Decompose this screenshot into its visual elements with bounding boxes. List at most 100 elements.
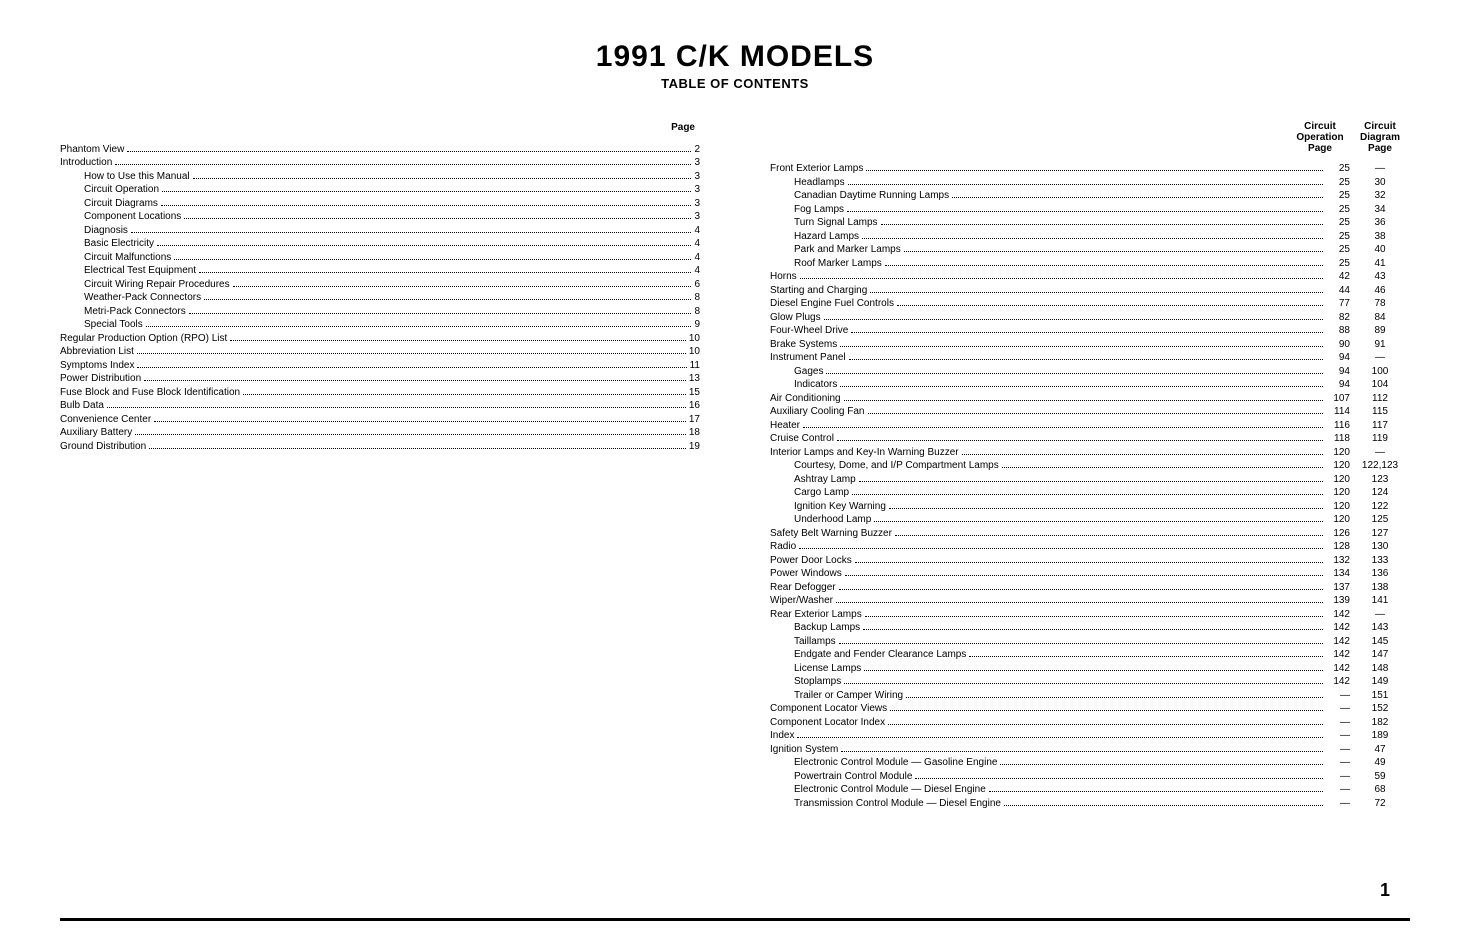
toc-op-page: 120: [1326, 500, 1350, 514]
toc-page: 3: [694, 170, 700, 184]
toc-op-page: —: [1326, 797, 1350, 811]
page-number: 1: [1380, 880, 1390, 901]
toc-op-page: 142: [1326, 675, 1350, 689]
toc-entry: Turn Signal Lamps2536: [770, 216, 1410, 230]
toc-op-page: —: [1326, 756, 1350, 770]
toc-op-page: 142: [1326, 621, 1350, 635]
toc-diag-page: 112: [1350, 392, 1410, 406]
toc-diag-page: 130: [1350, 540, 1410, 554]
toc-diag-page: 189: [1350, 729, 1410, 743]
toc-diag-page: 41: [1350, 257, 1410, 271]
toc-label: Phantom View: [60, 143, 124, 157]
toc-label: Brake Systems: [770, 338, 837, 352]
toc-page: 4: [694, 264, 700, 278]
toc-op-page: 114: [1326, 405, 1350, 419]
toc-entry: Starting and Charging4446: [770, 284, 1410, 298]
toc-label: Component Locations: [84, 210, 181, 224]
toc-op-page: 82: [1326, 311, 1350, 325]
toc-op-page: 25: [1326, 162, 1350, 176]
toc-label: Radio: [770, 540, 796, 554]
toc-label: Metri-Pack Connectors: [84, 305, 186, 319]
toc-op-page: —: [1326, 689, 1350, 703]
toc-entry: Underhood Lamp120125: [770, 513, 1410, 527]
page-subtitle: TABLE OF CONTENTS: [60, 76, 1410, 91]
toc-entry: Diagnosis4: [60, 224, 700, 238]
toc-op-page: 120: [1326, 473, 1350, 487]
toc-page: 10: [689, 345, 700, 359]
header-operation: Circuit Operation Page: [1290, 121, 1350, 154]
toc-diag-page: 38: [1350, 230, 1410, 244]
toc-entry: Fog Lamps2534: [770, 203, 1410, 217]
toc-diag-page: 148: [1350, 662, 1410, 676]
toc-label: Electronic Control Module — Gasoline Eng…: [794, 756, 997, 770]
toc-label: Electronic Control Module — Diesel Engin…: [794, 783, 986, 797]
toc-entry: Bulb Data16: [60, 399, 700, 413]
toc-entry: Diesel Engine Fuel Controls7778: [770, 297, 1410, 311]
toc-op-page: —: [1326, 783, 1350, 797]
toc-label: Diagnosis: [84, 224, 128, 238]
toc-op-page: 142: [1326, 648, 1350, 662]
toc-entry: Weather-Pack Connectors8: [60, 291, 700, 305]
toc-op-page: —: [1326, 729, 1350, 743]
toc-entry: Cargo Lamp120124: [770, 486, 1410, 500]
toc-label: Convenience Center: [60, 413, 151, 427]
toc-op-page: 132: [1326, 554, 1350, 568]
toc-label: Wiper/Washer: [770, 594, 833, 608]
toc-label: Ashtray Lamp: [794, 473, 856, 487]
toc-diag-page: 152: [1350, 702, 1410, 716]
toc-label: Auxiliary Battery: [60, 426, 132, 440]
toc-label: Heater: [770, 419, 800, 433]
toc-label: Ignition System: [770, 743, 838, 757]
toc-label: Fog Lamps: [794, 203, 844, 217]
toc-entry: Four-Wheel Drive8889: [770, 324, 1410, 338]
toc-label: Rear Defogger: [770, 581, 836, 595]
toc-label: Interior Lamps and Key-In Warning Buzzer: [770, 446, 959, 460]
toc-label: Fuse Block and Fuse Block Identification: [60, 386, 240, 400]
toc-entry: Auxiliary Battery18: [60, 426, 700, 440]
toc-label: Trailer or Camper Wiring: [794, 689, 903, 703]
document-page: 1991 C/K MODELS TABLE OF CONTENTS Page P…: [0, 0, 1470, 951]
toc-diag-page: 84: [1350, 311, 1410, 325]
toc-label: Courtesy, Dome, and I/P Compartment Lamp…: [794, 459, 999, 473]
toc-label: Powertrain Control Module: [794, 770, 912, 784]
toc-page: 3: [694, 197, 700, 211]
toc-page: 13: [689, 372, 700, 386]
toc-label: Auxiliary Cooling Fan: [770, 405, 865, 419]
toc-entry: Power Windows134136: [770, 567, 1410, 581]
toc-page: 15: [689, 386, 700, 400]
toc-label: Transmission Control Module — Diesel Eng…: [794, 797, 1001, 811]
toc-op-page: 134: [1326, 567, 1350, 581]
toc-entry: Taillamps142145: [770, 635, 1410, 649]
toc-op-page: 120: [1326, 459, 1350, 473]
toc-label: Underhood Lamp: [794, 513, 871, 527]
toc-op-page: 44: [1326, 284, 1350, 298]
toc-entry: Convenience Center17: [60, 413, 700, 427]
toc-page: 3: [694, 210, 700, 224]
toc-diag-page: 43: [1350, 270, 1410, 284]
toc-entry: Front Exterior Lamps25—: [770, 162, 1410, 176]
toc-diag-page: —: [1350, 351, 1410, 365]
toc-diag-page: —: [1350, 162, 1410, 176]
toc-label: Stoplamps: [794, 675, 841, 689]
toc-entry: Electronic Control Module — Gasoline Eng…: [770, 756, 1410, 770]
toc-op-page: 116: [1326, 419, 1350, 433]
toc-entry: Phantom View2: [60, 143, 700, 157]
left-page-header: Page: [60, 121, 700, 135]
toc-label: Starting and Charging: [770, 284, 867, 298]
toc-op-page: 107: [1326, 392, 1350, 406]
toc-diag-page: 30: [1350, 176, 1410, 190]
toc-op-page: 128: [1326, 540, 1350, 554]
toc-entry: Instrument Panel94—: [770, 351, 1410, 365]
toc-page: 3: [694, 156, 700, 170]
toc-page: 4: [694, 237, 700, 251]
toc-label: Regular Production Option (RPO) List: [60, 332, 227, 346]
toc-diag-page: 147: [1350, 648, 1410, 662]
toc-label: Component Locator Views: [770, 702, 887, 716]
toc-diag-page: 36: [1350, 216, 1410, 230]
toc-entry: Stoplamps142149: [770, 675, 1410, 689]
toc-entry: Heater116117: [770, 419, 1410, 433]
toc-entry: Index—189: [770, 729, 1410, 743]
toc-label: Four-Wheel Drive: [770, 324, 848, 338]
toc-entry: Trailer or Camper Wiring—151: [770, 689, 1410, 703]
toc-diag-page: 104: [1350, 378, 1410, 392]
